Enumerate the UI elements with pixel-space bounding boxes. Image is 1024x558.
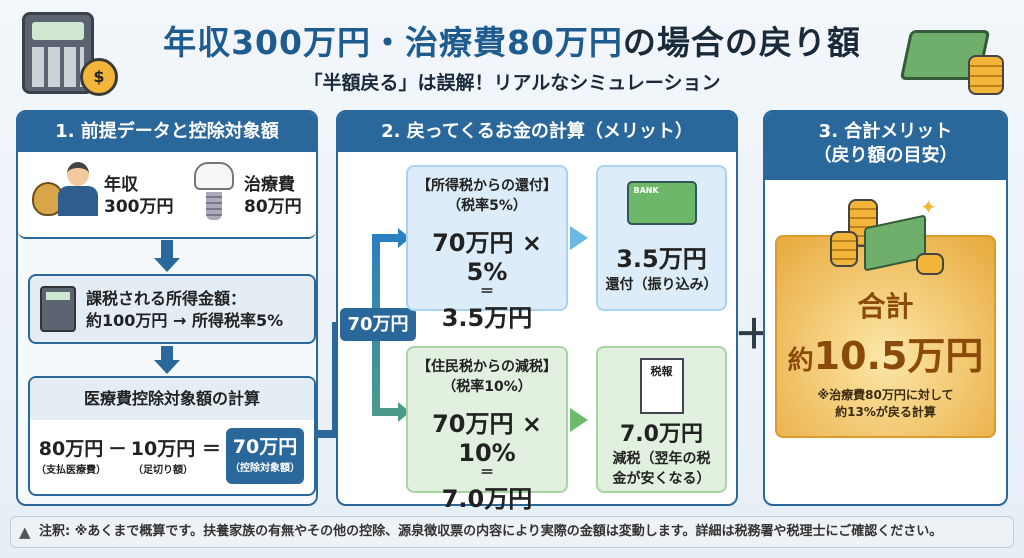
minus-sign: －	[108, 438, 128, 460]
coin-icon: $	[80, 58, 118, 96]
tooth-implant-icon	[194, 162, 234, 226]
deduction-calc-title: 医療費控除対象額の計算	[30, 378, 314, 420]
arrow-right-icon	[570, 226, 588, 250]
total-box: 合計 約10.5万円 ※治療費80万円に対して 約13%が戻る計算	[775, 235, 996, 438]
taxable-income-box: 課税される所得金額： 約100万円 → 所得税率5%	[28, 274, 316, 344]
total-label: 合計	[857, 290, 914, 323]
income-label: 年収	[104, 175, 138, 195]
panel-premise: 1. 前提データと控除対象額 年収 300万円 治療費 80万円 課税される所得…	[16, 110, 318, 506]
arrow-right-icon	[570, 408, 588, 432]
paid-note: （支払医療費）	[36, 465, 106, 476]
threshold-note: （足切り額）	[133, 465, 193, 476]
treatment-value: 80万円	[244, 197, 302, 217]
panel-title: 3. 合計メリット	[818, 121, 953, 142]
income-value: 300万円	[104, 197, 174, 217]
warning-icon: ▲	[19, 523, 31, 541]
coins-icon	[968, 55, 1004, 95]
resident-tax-result-box: 税報 7.0万円 減税（翌年の税 金が安くなる）	[596, 346, 727, 493]
deduction-badge: 70万円	[340, 308, 416, 341]
taxable-line2: 約100万円 → 所得税率5%	[86, 311, 284, 330]
premise-box: 年収 300万円 治療費 80万円	[18, 152, 316, 239]
income-tax-box: 【所得税からの還付】 （税率5%） 70万円 × 5% ＝ 3.5万円	[406, 165, 568, 332]
equals-sign: ＝	[202, 438, 222, 460]
panel-title: 2. 戻ってくるお金の計算（メリット）	[338, 112, 736, 152]
panel-title: 1. 前提データと控除対象額	[18, 112, 316, 152]
treatment-label: 治療費	[244, 175, 295, 195]
income-tax-result-box: BANK 3.5万円 還付（振り込み）	[596, 165, 727, 311]
tax-document-icon: 税報	[639, 358, 684, 414]
coins-bills-icon: ✦	[830, 195, 950, 275]
deduction-calc-box: 医療費控除対象額の計算 80万円 （支払医療費） － 10万円 （足切り額） ＝…	[28, 376, 316, 496]
total-amount: 約10.5万円	[787, 334, 984, 378]
arrow-down-icon	[154, 360, 180, 374]
arrow-down-icon	[154, 258, 180, 272]
bank-card-icon: BANK	[626, 181, 697, 225]
page-subtitle: 「半額戻る」は誤解！リアルなシミュレーション	[303, 72, 721, 94]
threshold-amount: 10万円	[130, 438, 196, 460]
deduction-result: 70万円 （控除対象額）	[226, 428, 304, 484]
panel-subtitle: （戻り額の目安）	[813, 145, 958, 166]
footer-note: ▲ 注釈: ※あくまで概算です。扶養家族の有無やその他の控除、源泉徴収票の内容に…	[10, 516, 1014, 548]
businessman-icon	[58, 162, 98, 218]
resident-tax-box: 【住民税からの減税】 （税率10%） 70万円 × 10% ＝ 7.0万円	[406, 346, 568, 513]
calculator-icon	[22, 12, 94, 94]
paid-amount: 80万円	[38, 438, 104, 460]
calculator-icon	[40, 286, 76, 332]
taxable-line1: 課税される所得金額：	[86, 289, 247, 308]
page-title: 年収300万円・治療費80万円の場合の戻り額	[163, 23, 861, 62]
